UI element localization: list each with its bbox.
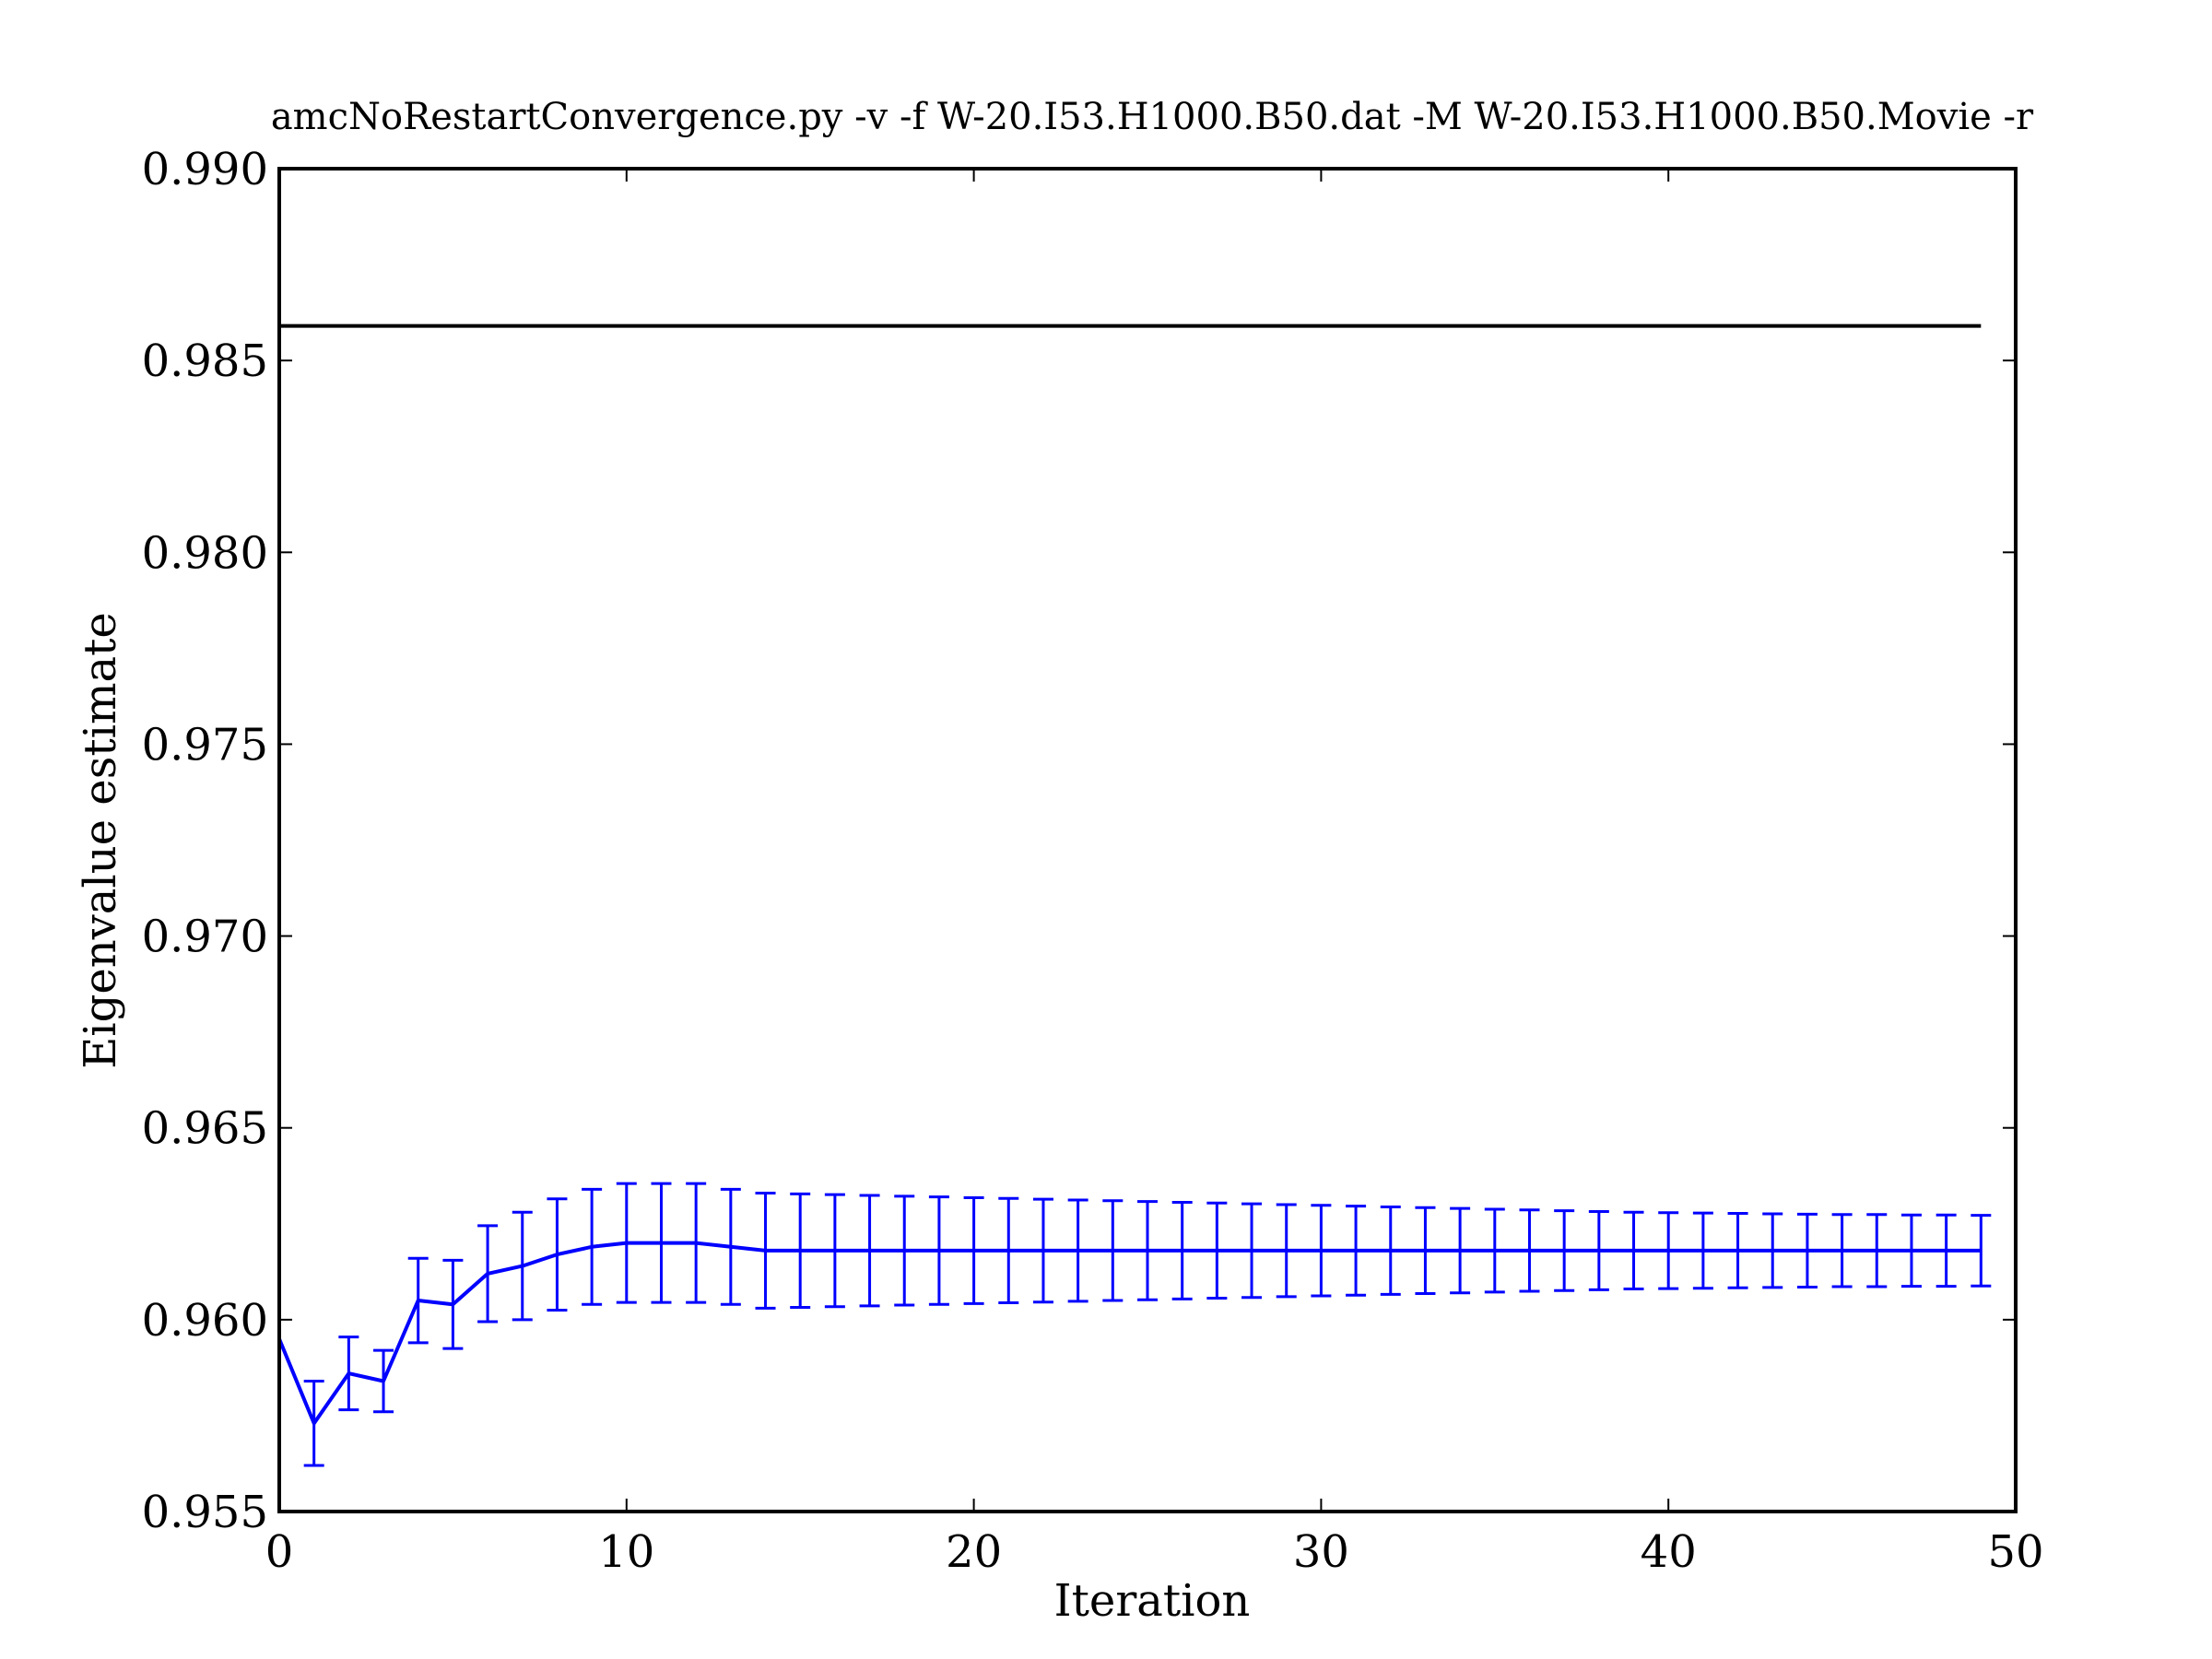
x-tick-label: 50	[1987, 1526, 2043, 1578]
y-tick-label: 0.965	[142, 1103, 268, 1155]
x-tick-label: 30	[1293, 1526, 1349, 1578]
x-tick-label: 40	[1641, 1526, 1697, 1578]
plot-area: 0 10 20 30 40 50 0.955 0.960 0.965 0.970 0.975 0.98…	[142, 144, 2044, 1578]
y-tick-label: 0.990	[142, 144, 268, 195]
chart-title: amcNoRestartConvergence.py -v -f W-20.I5…	[271, 96, 2034, 138]
series-line	[277, 1241, 1982, 1426]
y-tick-label: 0.970	[142, 912, 268, 963]
y-tick-label: 0.975	[142, 719, 268, 771]
x-tick-label: 20	[946, 1526, 1002, 1578]
x-tick-label: 0	[265, 1526, 294, 1578]
x-axis-label: Iteration	[1054, 1575, 1251, 1627]
x-tick-label: 10	[598, 1526, 654, 1578]
plot-frame	[277, 167, 2018, 1513]
y-tick-label: 0.955	[142, 1487, 268, 1538]
y-tick-label: 0.980	[142, 527, 268, 579]
y-tick-label: 0.985	[142, 335, 268, 387]
y-tick-label: 0.960	[142, 1295, 268, 1347]
y-axis-label: Eigenvalue estimate	[75, 612, 126, 1069]
